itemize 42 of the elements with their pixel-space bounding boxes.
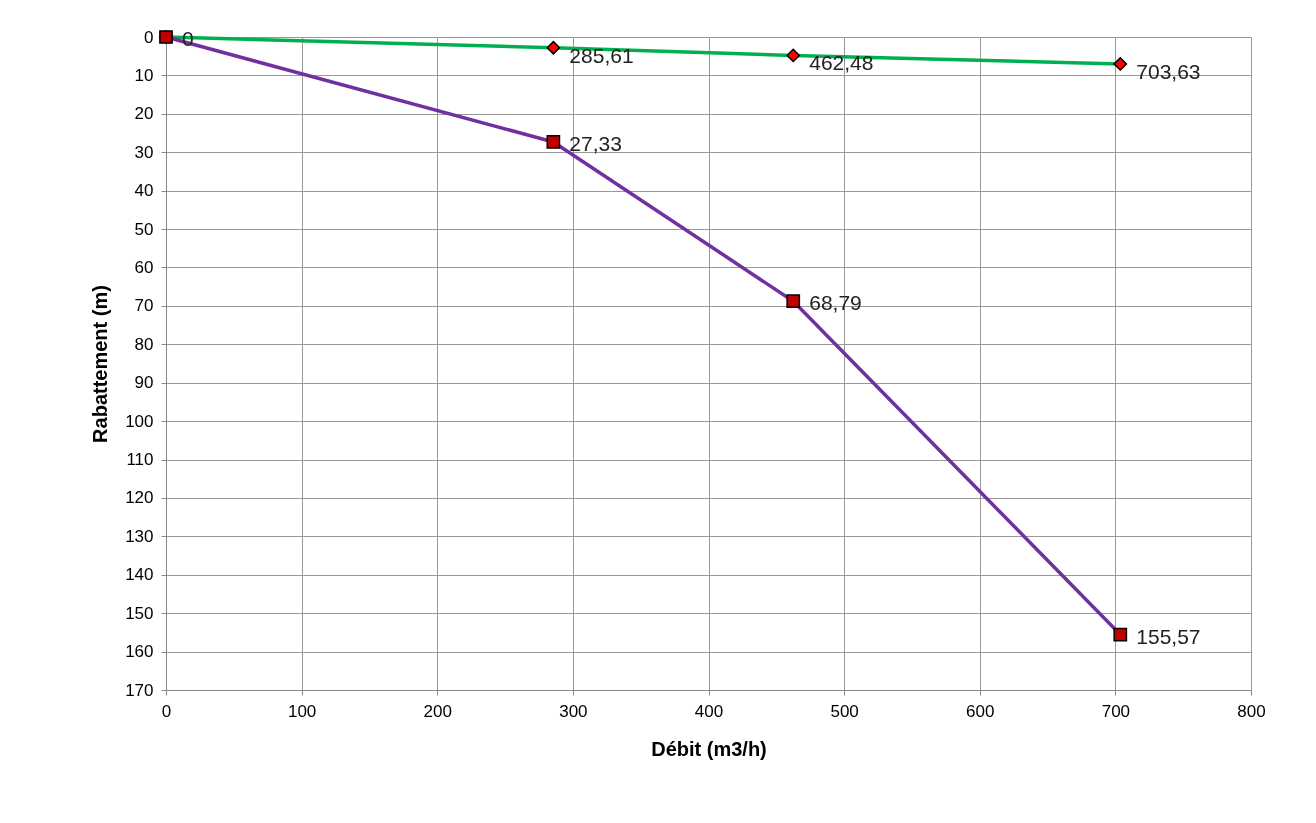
y-tick-label: 140	[125, 565, 154, 585]
y-axis-title: Rabattement (m)	[89, 285, 112, 443]
x-tick-label: 400	[694, 701, 724, 721]
y-tick-label: 170	[125, 680, 154, 700]
x-tick-label: 0	[161, 701, 172, 721]
y-tick-label: 70	[134, 296, 154, 316]
y-tick-label: 110	[126, 450, 154, 470]
annotation: 285,61	[569, 43, 634, 67]
y-tick-label: 90	[134, 373, 154, 393]
x-tick-label: 200	[423, 701, 452, 721]
x-tick-label: 300	[559, 701, 588, 721]
data-label: 68,79	[809, 291, 862, 315]
y-tick-label: 80	[134, 334, 154, 354]
x-tick-label: 600	[966, 701, 995, 721]
y-tick-label: 120	[125, 488, 154, 508]
y-tick-label: 0	[144, 27, 154, 47]
data-label: 0	[182, 27, 194, 50]
annotation: 462,48	[809, 51, 874, 75]
y-tick-label: 20	[134, 104, 154, 124]
point	[546, 135, 561, 149]
x-tick-label: 700	[1101, 701, 1131, 721]
x-tick-label: 800	[1237, 701, 1266, 721]
data-label: 27,33	[569, 131, 622, 155]
annotation: 703,63	[1136, 59, 1201, 83]
point	[786, 294, 801, 309]
y-tick-label: 30	[134, 142, 154, 162]
x-tick-label: 500	[830, 701, 859, 721]
y-tick-label: 100	[125, 411, 154, 431]
y-tick-label: 40	[134, 181, 154, 201]
data-label: 155,57	[1136, 624, 1201, 648]
point	[546, 40, 561, 55]
x-tick-label: 100	[287, 701, 317, 721]
y-tick-label: 60	[134, 257, 154, 277]
y-tick-label: 150	[125, 603, 154, 623]
y-tick-label: 10	[134, 65, 154, 85]
y-tick-label: 130	[125, 526, 154, 546]
x-axis-title: Débit (m3/h)	[651, 737, 767, 760]
point	[786, 48, 801, 63]
point	[1113, 57, 1128, 71]
y-tick-label: 50	[134, 219, 154, 239]
point	[1113, 627, 1128, 642]
y-tick-label: 160	[125, 642, 154, 662]
